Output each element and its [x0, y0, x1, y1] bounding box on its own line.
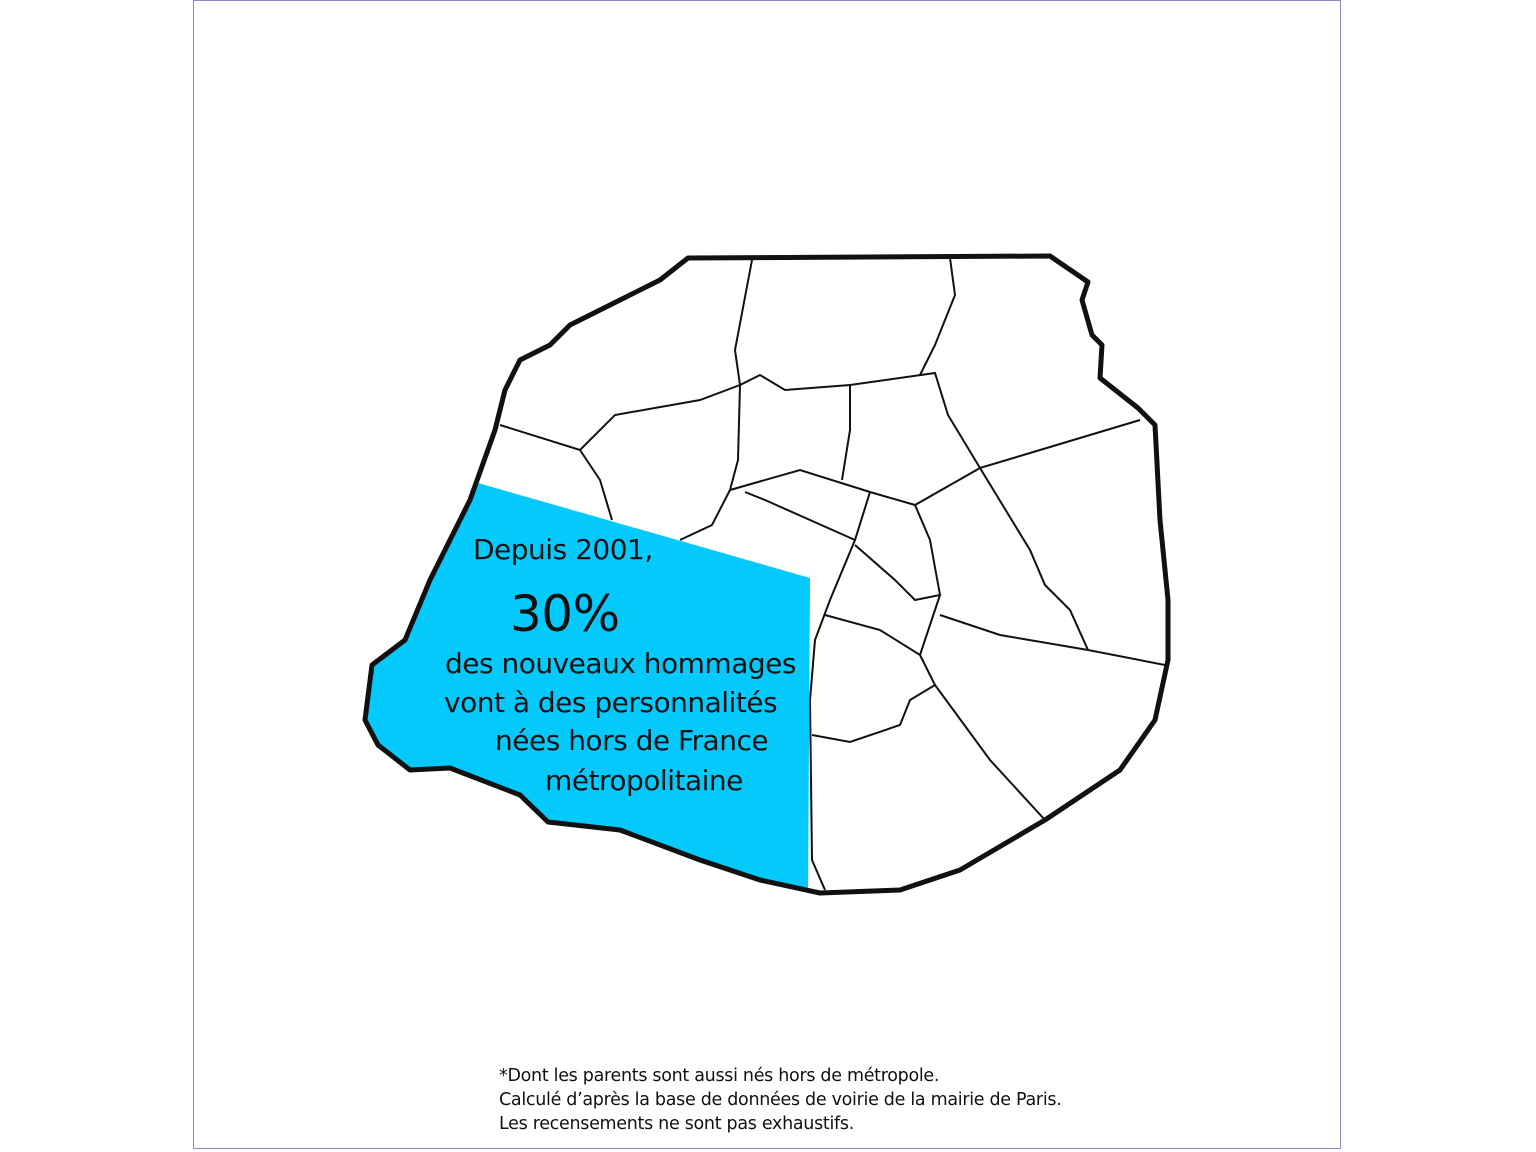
footnotes: *Dont les parents sont aussi nés hors de… — [499, 1064, 1062, 1136]
statement-line: des nouveaux hommages — [445, 647, 796, 680]
statement-line: vont à des personnalités — [444, 686, 778, 719]
footnote: Calculé d’après la base de données de vo… — [499, 1090, 1062, 1110]
statement-line: métropolitaine — [545, 764, 743, 797]
arrondissement-borders — [499, 257, 1166, 891]
footnote: *Dont les parents sont aussi nés hors de… — [499, 1066, 940, 1086]
intro-text: Depuis 2001, — [473, 533, 653, 566]
percent-value: 30% — [510, 585, 620, 643]
footnote: Les recensements ne sont pas exhaustifs. — [499, 1114, 854, 1134]
infographic-frame — [193, 0, 1341, 1149]
statement-line: nées hors de France — [495, 724, 769, 757]
